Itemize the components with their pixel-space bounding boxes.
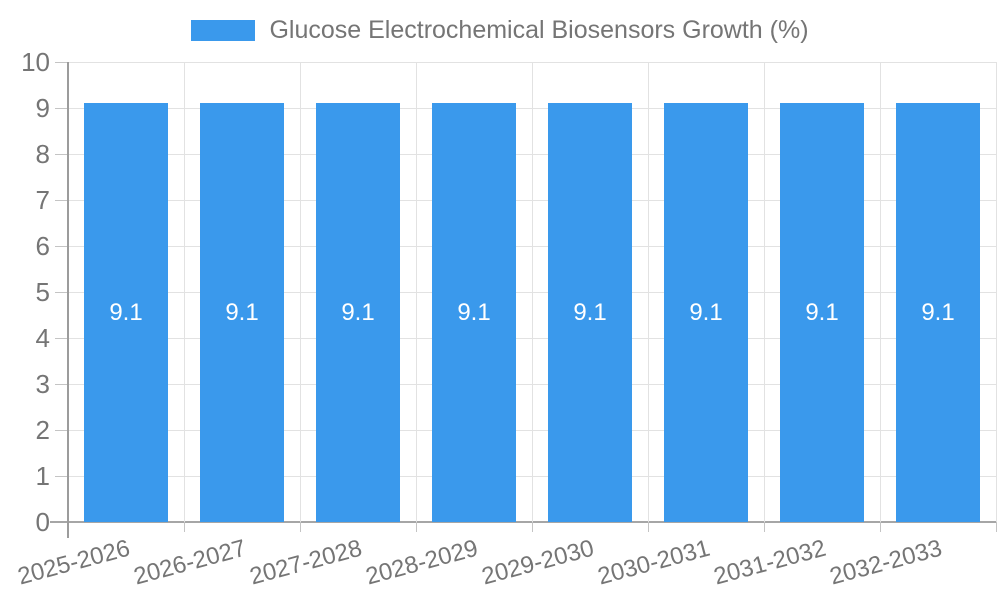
y-axis-label: 1 <box>35 461 50 491</box>
y-axis-label: 6 <box>35 231 50 261</box>
x-tick-mark <box>996 522 997 532</box>
gridline-vertical <box>532 62 533 522</box>
x-axis-label: 2026-2027 <box>130 534 249 591</box>
bar-2029-2030[interactable]: 9.1 <box>548 103 632 522</box>
y-tick-mark <box>50 521 68 523</box>
x-axis-label: 2030-2031 <box>594 534 713 591</box>
y-axis-label: 5 <box>35 277 50 307</box>
bar-value-label: 9.1 <box>805 298 839 326</box>
bar-2028-2029[interactable]: 9.1 <box>432 103 516 522</box>
y-tick-mark <box>55 154 68 155</box>
bar-value-label: 9.1 <box>457 298 491 326</box>
y-tick-mark <box>55 430 68 431</box>
x-axis-label: 2029-2030 <box>478 534 597 591</box>
y-tick-mark <box>55 476 68 477</box>
gridline-vertical <box>416 62 417 522</box>
y-axis-label: 2 <box>35 415 50 445</box>
x-tick-mark <box>648 522 649 532</box>
gridline-vertical <box>648 62 649 522</box>
bar-value-label: 9.1 <box>573 298 607 326</box>
y-axis-label: 3 <box>35 369 50 399</box>
gridline-vertical <box>880 62 881 522</box>
bar-value-label: 9.1 <box>225 298 259 326</box>
y-tick-mark <box>55 384 68 385</box>
y-axis-line <box>67 62 69 538</box>
y-tick-mark <box>55 338 68 339</box>
y-axis-label: 10 <box>21 47 50 77</box>
y-tick-mark <box>55 62 68 63</box>
bar-2027-2028[interactable]: 9.1 <box>316 103 400 522</box>
x-tick-mark <box>764 522 765 532</box>
y-tick-mark <box>55 246 68 247</box>
gridline-vertical <box>764 62 765 522</box>
y-axis-label: 9 <box>35 93 50 123</box>
x-tick-mark <box>532 522 533 532</box>
plot-area: 0 1 2 3 4 5 6 7 8 9 10 9.1 2025-2026 9.1 2026-2027 9.1 2… <box>15 47 997 590</box>
y-axis-label: 8 <box>35 139 50 169</box>
legend-swatch-icon <box>191 19 256 41</box>
bar-value-label: 9.1 <box>921 298 955 326</box>
x-axis-label: 2025-2026 <box>14 534 133 591</box>
x-tick-mark <box>880 522 881 532</box>
x-axis-label: 2032-2033 <box>826 534 945 591</box>
bar-2031-2032[interactable]: 9.1 <box>780 103 864 522</box>
x-axis-label: 2027-2028 <box>246 534 365 591</box>
y-axis-label: 0 <box>35 507 50 537</box>
bar-2032-2033[interactable]: 9.1 <box>896 103 980 522</box>
x-axis-label: 2031-2032 <box>710 534 829 591</box>
bar-2025-2026[interactable]: 9.1 <box>84 103 168 522</box>
x-axis-label: 2028-2029 <box>362 534 481 591</box>
x-tick-mark <box>184 522 185 532</box>
gridline-vertical <box>300 62 301 522</box>
legend-label: Glucose Electrochemical Biosensors Growt… <box>269 15 809 44</box>
y-axis-label: 4 <box>35 323 50 353</box>
y-tick-mark <box>55 200 68 201</box>
bar-value-label: 9.1 <box>341 298 375 326</box>
bar-value-label: 9.1 <box>109 298 143 326</box>
gridline-vertical <box>184 62 185 522</box>
y-axis-label: 7 <box>35 185 50 215</box>
chart-legend[interactable]: Glucose Electrochemical Biosensors Growt… <box>0 14 1000 46</box>
x-tick-mark <box>416 522 417 532</box>
y-tick-mark <box>55 292 68 293</box>
gridline-vertical <box>996 62 997 522</box>
x-tick-mark <box>300 522 301 532</box>
bar-2026-2027[interactable]: 9.1 <box>200 103 284 522</box>
bar-value-label: 9.1 <box>689 298 723 326</box>
bar-2030-2031[interactable]: 9.1 <box>664 103 748 522</box>
y-tick-mark <box>55 108 68 109</box>
